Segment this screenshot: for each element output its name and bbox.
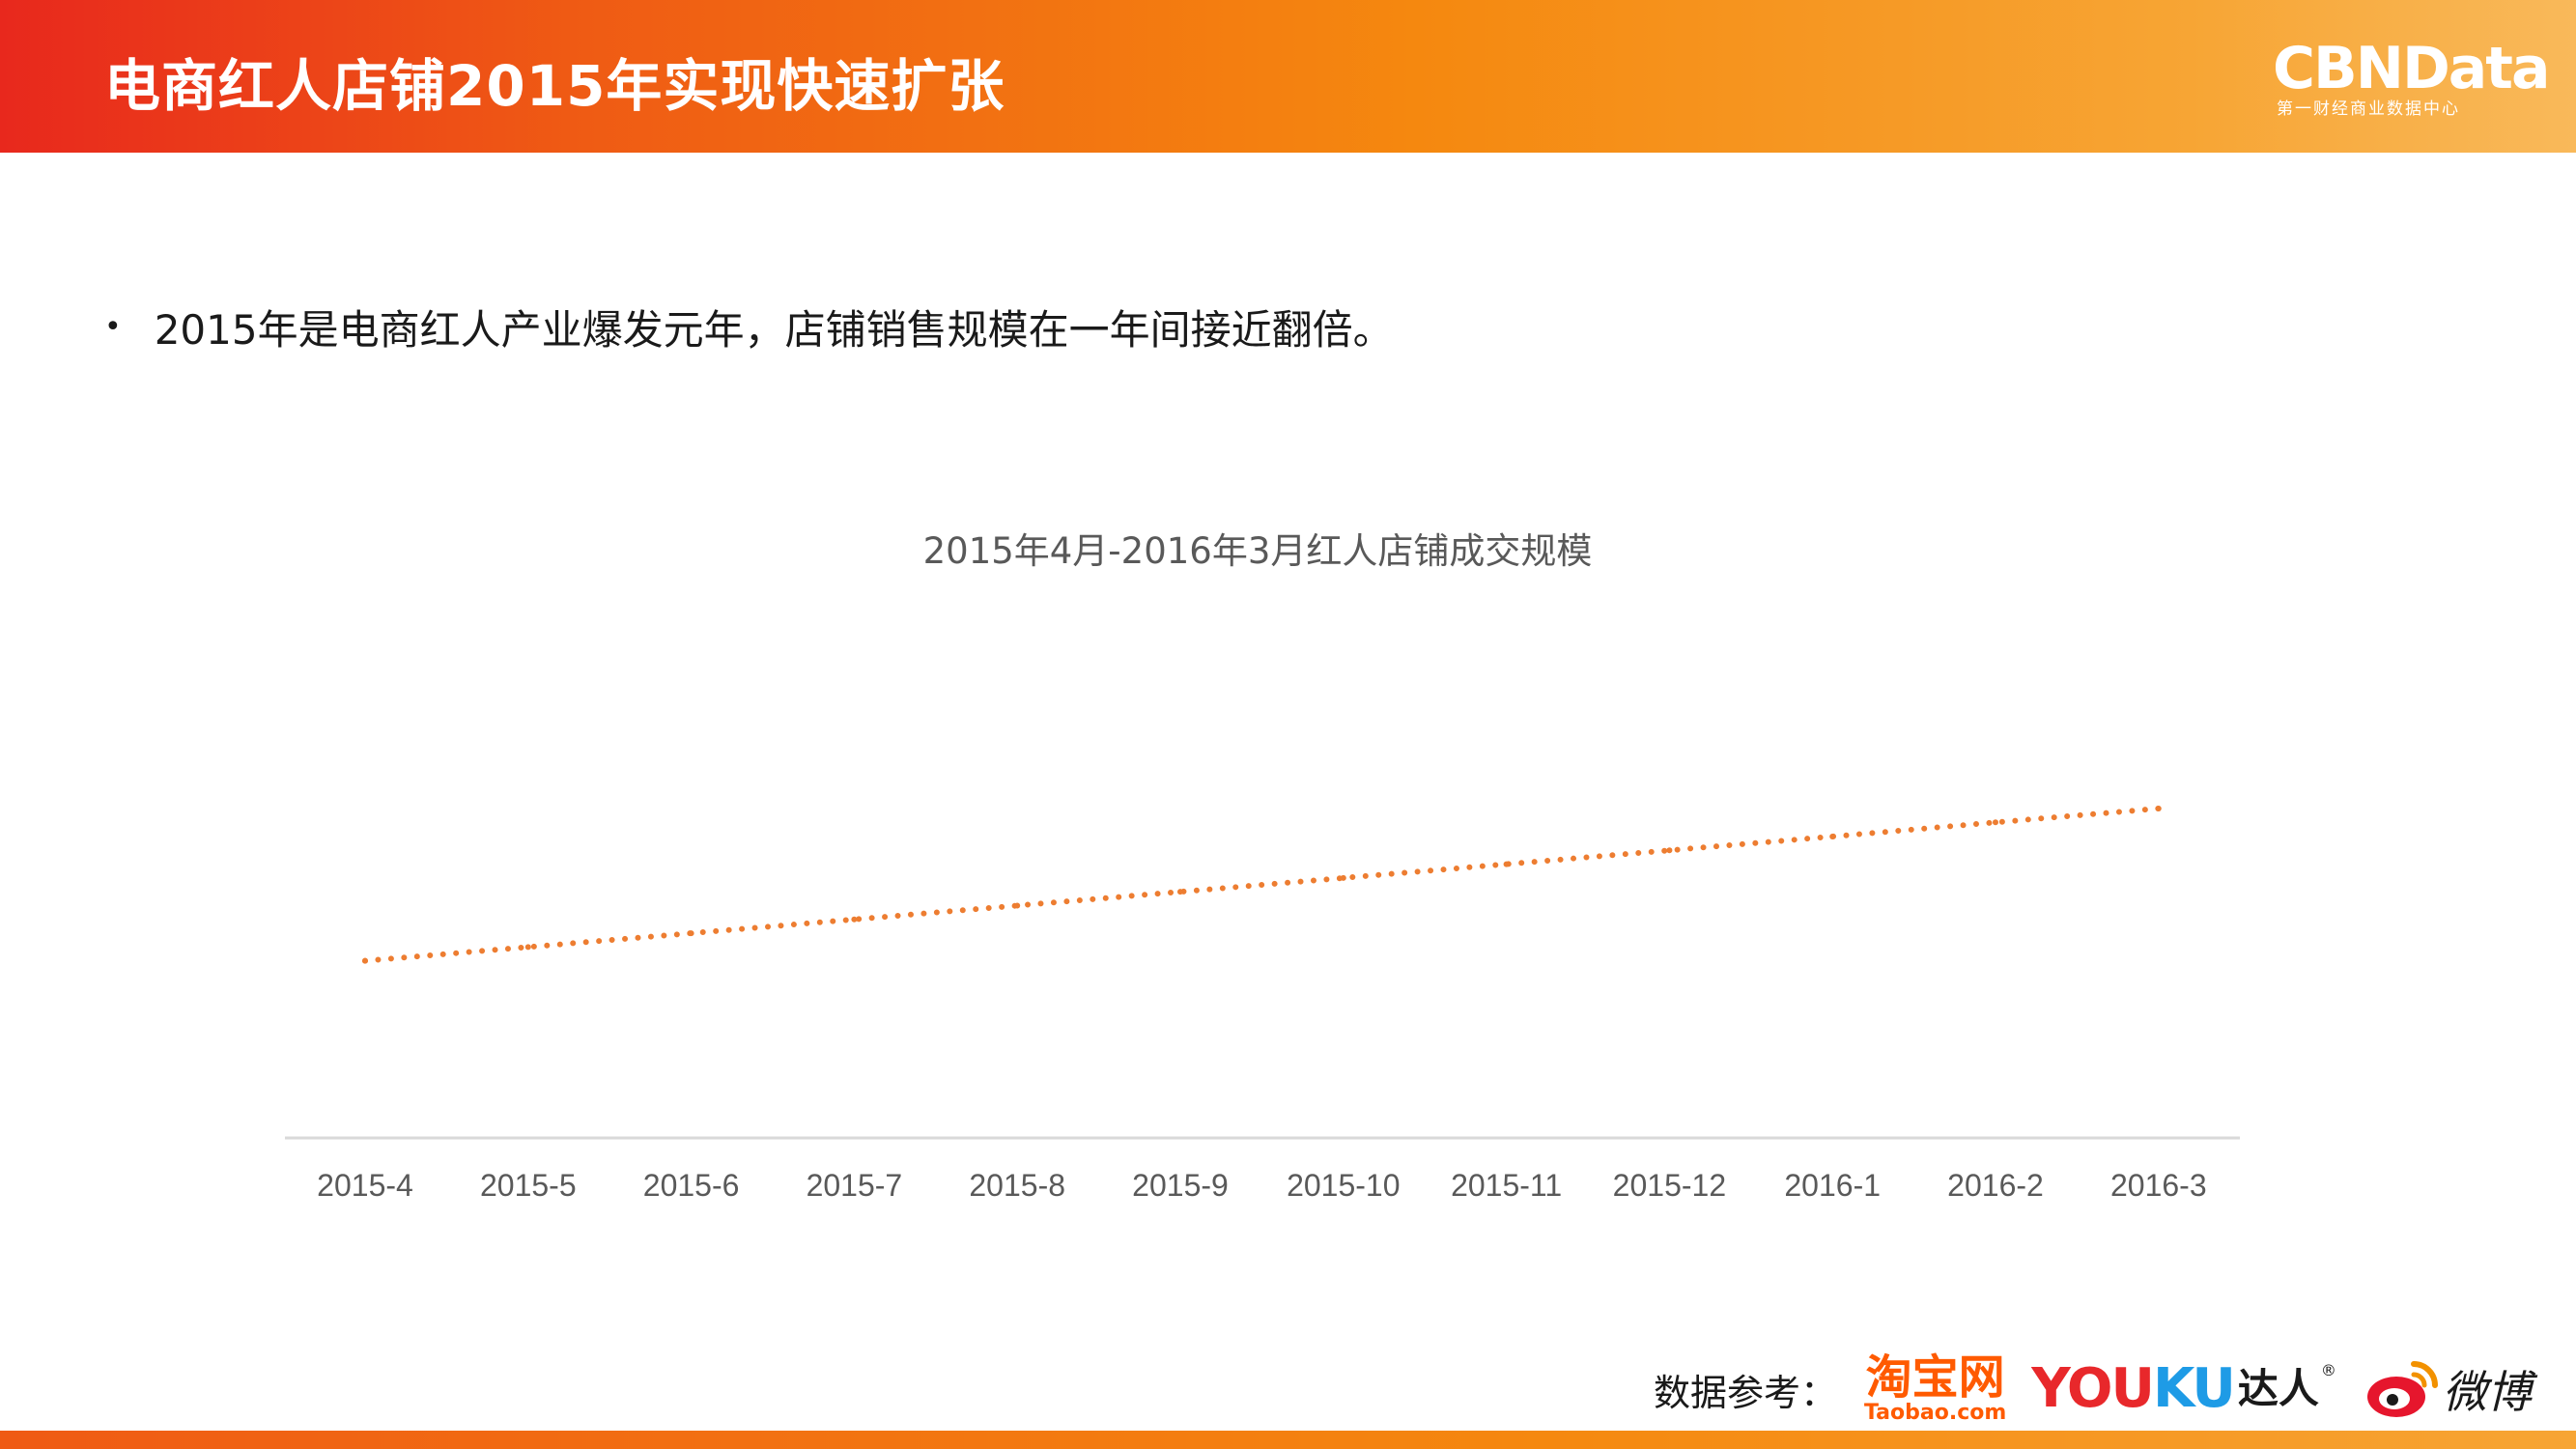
weibo-wordmark: 微博	[2442, 1366, 2532, 1418]
youku-wordmark: YOUKU	[2031, 1357, 2236, 1420]
header-bar: 电商红人店铺2015年实现快速扩张 CBNData 第一财经商业数据中心	[0, 0, 2576, 153]
x-tick-label: 2015-4	[317, 1168, 413, 1203]
data-point	[1177, 889, 1183, 895]
x-tick-label: 2015-6	[643, 1168, 740, 1203]
chart-title: 2015年4月-2016年3月红人店铺成交规模	[922, 530, 1593, 572]
x-tick-label: 2015-12	[1613, 1168, 1726, 1203]
data-point	[2155, 806, 2162, 811]
page-title: 电商红人店铺2015年实现快速扩张	[104, 53, 1005, 119]
x-tick-label: 2016-2	[1947, 1168, 2044, 1203]
data-point	[1666, 847, 1673, 854]
data-point	[851, 916, 858, 923]
brand-tagline: 第一财经商业数据中心	[2277, 99, 2460, 119]
weibo-icon	[2366, 1361, 2438, 1417]
bullet-icon: •	[104, 310, 122, 344]
data-point	[1829, 833, 1836, 839]
summary-bullet: • 2015年是电商红人产业爆发元年，店铺销售规模在一年间接近翻倍。	[104, 298, 1394, 356]
data-sources: 数据参考： 淘宝网 Taobao.com YOUKU 达人 ® 微博	[1654, 1350, 2532, 1428]
line-chart: 2015-4 2015-5 2015-6 2015-7 2015-8 2015-9 2015…	[285, 806, 2240, 1203]
x-tick-label: 2016-3	[2110, 1168, 2207, 1203]
taobao-domain: Taobao.com	[1864, 1401, 2007, 1425]
x-tick-label: 2015-8	[969, 1168, 1065, 1203]
footer-bar	[0, 1431, 2576, 1449]
x-tick-label: 2015-9	[1132, 1168, 1229, 1203]
sources-label: 数据参考：	[1654, 1371, 1838, 1414]
data-point	[362, 957, 368, 964]
series-line	[362, 806, 2162, 964]
data-point	[1340, 874, 1346, 881]
taobao-wordmark: 淘宝网	[1865, 1350, 2005, 1405]
weibo-logo: 微博	[2364, 1357, 2532, 1421]
data-point	[688, 930, 694, 937]
youku-daren-logo: YOUKU 达人 ®	[2031, 1360, 2336, 1418]
brand-logo: CBNData 第一财经商业数据中心	[2273, 35, 2550, 120]
data-point	[1014, 902, 1021, 909]
x-tick-label: 2015-11	[1451, 1168, 1562, 1203]
registered-mark: ®	[2320, 1361, 2336, 1379]
x-tick-label: 2016-1	[1784, 1168, 1881, 1203]
data-point	[524, 944, 531, 951]
data-point	[1993, 819, 1998, 826]
taobao-logo: 淘宝网 Taobao.com	[1864, 1353, 2006, 1425]
data-point	[1503, 861, 1510, 867]
x-tick-label: 2015-7	[807, 1168, 903, 1203]
youku-daren-text: 达人	[2237, 1365, 2319, 1412]
x-tick-label: 2015-10	[1287, 1168, 1400, 1203]
x-tick-label: 2015-5	[480, 1168, 577, 1203]
brand-name: CBNData	[2273, 35, 2550, 102]
summary-text: 2015年是电商红人产业爆发元年，店铺销售规模在一年间接近翻倍。	[154, 306, 1394, 354]
